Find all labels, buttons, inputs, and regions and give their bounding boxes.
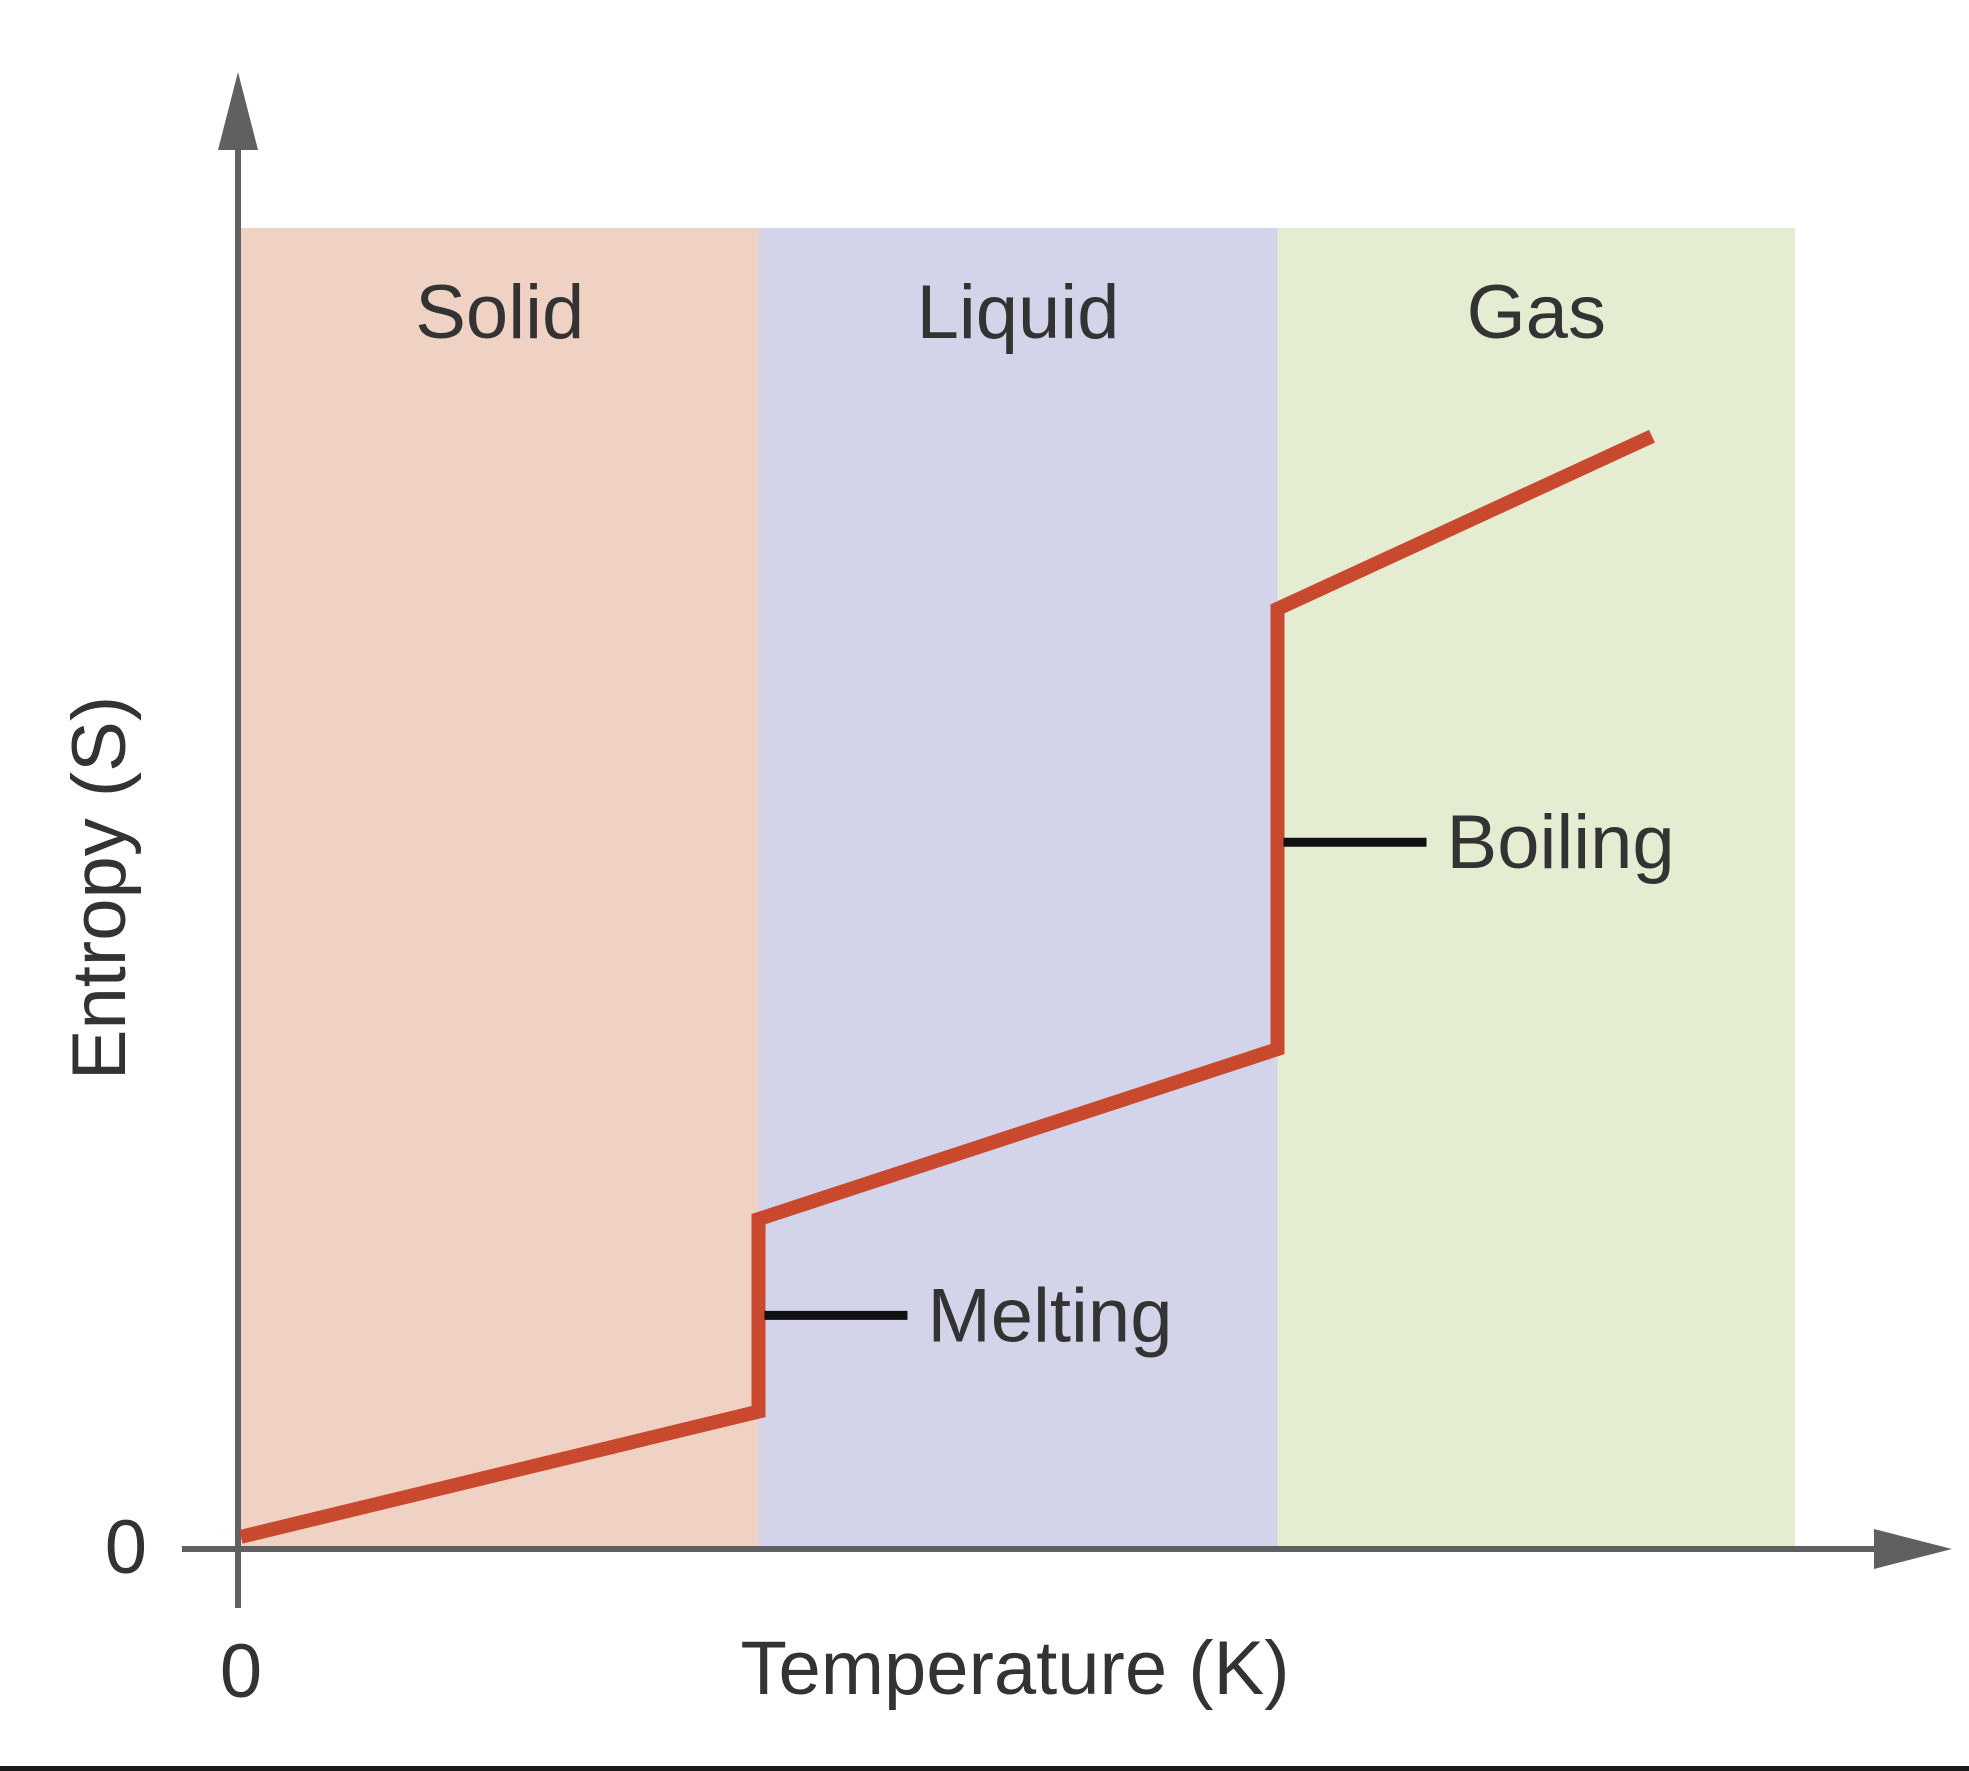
annotation-label-melting: Melting [927,1273,1172,1358]
series-line-0 [239,429,1655,1544]
region-liquid [758,228,1278,1546]
phase-labels: Solid Liquid Gas [415,270,1606,355]
phase-label-liquid: Liquid [917,270,1120,355]
x-tick-label: 0 [220,1629,262,1714]
y-axis-title: Entropy (S) [57,696,142,1080]
phase-regions [241,228,1795,1546]
series-layer [239,429,1655,1544]
tick-labels: 00 [105,1505,262,1714]
x-axis-title: Temperature (K) [740,1626,1289,1711]
y-tick-label: 0 [105,1505,147,1590]
phase-label-gas: Gas [1467,270,1606,355]
y-axis-arrow-icon [218,72,258,150]
phase-label-solid: Solid [415,270,584,355]
bottom-border [0,1766,1969,1771]
axes [182,72,1952,1608]
annotations: Melting Boiling [764,800,1675,1358]
x-axis-arrow-icon [1874,1529,1952,1569]
region-gas [1277,228,1795,1546]
region-solid [241,228,759,1546]
annotation-label-boiling: Boiling [1447,800,1675,885]
